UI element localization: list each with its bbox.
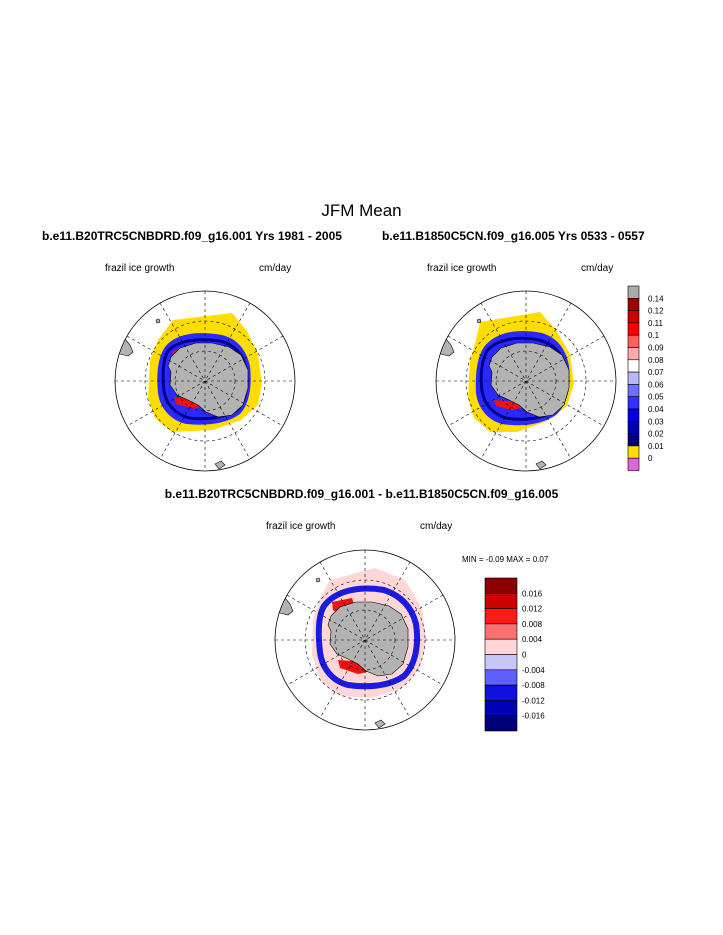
colorbar-diff-level-label: 0 <box>522 651 527 660</box>
colorbar-mean-swatch <box>627 347 640 361</box>
colorbar-mean-swatch <box>627 310 640 324</box>
colorbar-diff-level-label: -0.012 <box>522 696 545 705</box>
colorbar-diff-swatch <box>484 715 518 732</box>
colorbar-mean-swatch <box>627 297 640 311</box>
colorbar-diff-level-label: 0.004 <box>522 635 543 644</box>
right-island <box>476 318 482 324</box>
right-map-border <box>435 290 617 472</box>
colorbar-diff-swatch <box>484 684 518 701</box>
colorbar-diff-level-label: 0.016 <box>522 589 543 598</box>
colorbar-mean: 0.14 0.12 0.11 0.1 0.09 0.08 0.07 0.06 0.05 0.04 0… <box>627 285 664 471</box>
colorbar-mean-level-label: 0.11 <box>648 319 664 328</box>
colorbar-mean-level-label: 0.02 <box>648 430 664 439</box>
colorbar-mean-level-label: 0.07 <box>648 368 664 377</box>
colorbar-mean-level-label: 0.03 <box>648 417 664 426</box>
colorbar-mean-level-label: 0.12 <box>648 307 664 316</box>
colorbar-diff-swatch <box>484 654 518 671</box>
left-island <box>155 318 161 324</box>
colorbar-diff-level-label: -0.008 <box>522 681 545 690</box>
diff-map-border <box>274 549 456 731</box>
colorbar-mean-level-label: 0.14 <box>648 294 664 303</box>
colorbar-mean-swatch <box>627 433 640 447</box>
colorbar-mean-level-label: 0.01 <box>648 442 664 451</box>
colorbar-diff-swatch <box>484 592 518 609</box>
diff-antarctica <box>327 601 409 677</box>
diff-graticule <box>275 550 455 730</box>
right-antarctica <box>488 342 570 418</box>
diff-new-zealand <box>374 719 386 729</box>
left-panel-title: b.e11.B20TRC5CNBDRD.f09_g16.001 Yrs 1981… <box>42 229 342 243</box>
left-units-label: cm/day <box>259 263 292 274</box>
diff-variable-label: frazil ice growth <box>266 521 336 532</box>
colorbar-diff-swatch <box>484 700 518 717</box>
right-polar-map <box>435 290 617 472</box>
left-variable-label: frazil ice growth <box>105 263 175 274</box>
diff-island <box>315 577 321 583</box>
colorbar-mean-swatch <box>627 408 640 422</box>
right-variable-label: frazil ice growth <box>427 263 497 274</box>
left-new-zealand <box>214 460 226 470</box>
right-panel-title: b.e11.B1850C5CN.f09_g16.005 Yrs 0533 - 0… <box>382 229 645 243</box>
right-new-zealand <box>535 460 547 470</box>
colorbar-difference: 0.016 0.012 0.008 0.004 0 -0.004 -0.008 -0.012 -… <box>484 577 545 732</box>
colorbar-mean-swatch <box>627 334 640 348</box>
diff-units-label: cm/day <box>420 521 453 532</box>
colorbar-diff-level-label: 0.012 <box>522 605 543 614</box>
colorbar-mean-swatch <box>627 371 640 385</box>
difference-title: b.e11.B20TRC5CNBDRD.f09_g16.001 - b.e11.… <box>164 487 559 501</box>
colorbar-mean-swatch <box>627 359 640 373</box>
colorbar-mean-level-label: 0.04 <box>648 405 664 414</box>
left-graticule <box>115 291 295 471</box>
colorbar-diff-swatch <box>484 638 518 655</box>
colorbar-mean-swatch <box>627 384 640 397</box>
colorbar-diff-swatch <box>484 669 518 686</box>
colorbar-mean-level-label: 0.1 <box>648 331 660 340</box>
diff-blue-ring <box>315 585 421 690</box>
colorbar-mean-swatch <box>627 445 640 459</box>
figure-title: JFM Mean <box>321 201 402 220</box>
colorbar-mean-level-label: 0.06 <box>648 380 664 389</box>
colorbar-mean-swatch <box>627 396 640 410</box>
right-graticule <box>436 291 616 471</box>
colorbar-mean-level-label: 0 <box>648 454 653 463</box>
colorbar-mean-swatch <box>627 285 640 299</box>
colorbar-mean-level-label: 0.09 <box>648 344 664 353</box>
colorbar-mean-swatch <box>627 322 640 336</box>
difference-polar-map <box>274 549 456 731</box>
colorbar-diff-level-label: -0.016 <box>522 712 545 721</box>
colorbar-diff-level-label: 0.008 <box>522 620 543 629</box>
left-antarctica <box>167 342 249 418</box>
colorbar-diff-swatch <box>484 608 518 625</box>
colorbar-mean-level-label: 0.08 <box>648 356 664 365</box>
min-max-stats: MIN = -0.09 MAX = 0.07 <box>462 555 549 564</box>
left-polar-map <box>114 290 296 472</box>
left-map-border <box>114 290 296 472</box>
colorbar-mean-swatch <box>627 420 640 434</box>
colorbar-diff-swatch <box>484 577 518 594</box>
colorbar-diff-swatch <box>484 623 518 640</box>
colorbar-diff-level-label: -0.004 <box>522 666 545 675</box>
colorbar-mean-level-label: 0.05 <box>648 393 664 402</box>
right-units-label: cm/day <box>581 263 614 274</box>
colorbar-mean-swatch <box>627 457 640 471</box>
